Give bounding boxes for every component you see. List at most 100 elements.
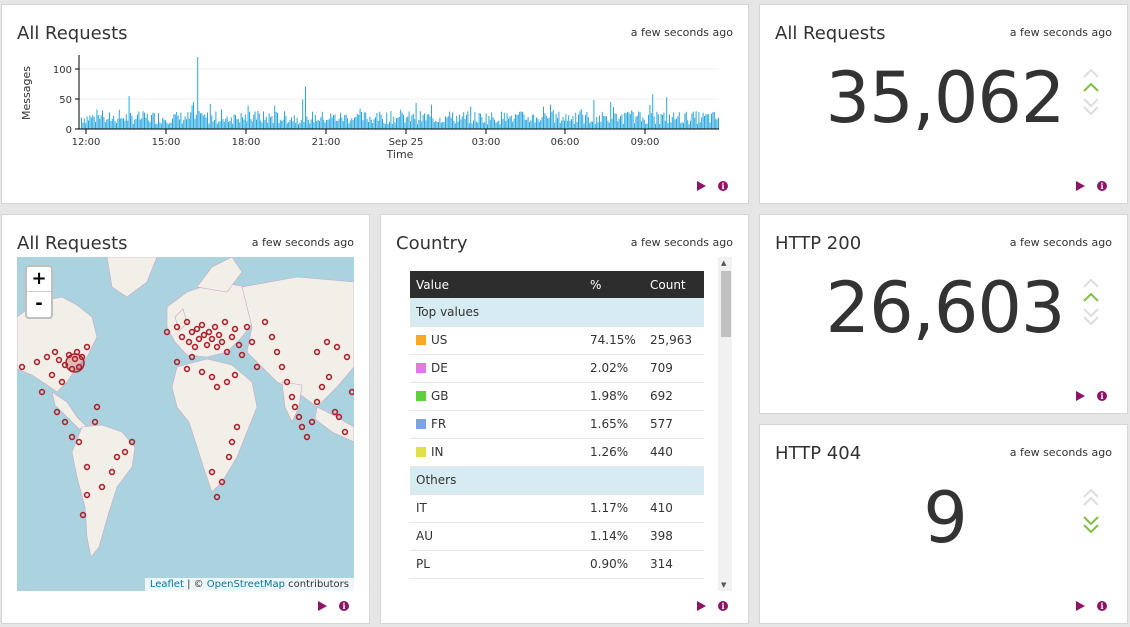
info-icon[interactable]: i: [718, 601, 728, 611]
map-marker[interactable]: [79, 511, 87, 519]
scroll-down-icon[interactable]: ▼: [721, 581, 727, 589]
map-marker[interactable]: [233, 423, 241, 431]
play-icon[interactable]: [318, 601, 327, 611]
map-marker[interactable]: [295, 413, 303, 421]
scroll-thumb[interactable]: [721, 271, 731, 337]
leaflet-link[interactable]: Leaflet: [149, 579, 184, 590]
openstreetmap-link[interactable]: OpenStreetMap: [206, 579, 285, 590]
map-marker[interactable]: [128, 438, 136, 446]
map-marker[interactable]: [188, 328, 196, 336]
map-marker[interactable]: [91, 418, 99, 426]
info-icon[interactable]: i: [1097, 181, 1107, 191]
col-count[interactable]: Count: [644, 271, 704, 298]
map-marker[interactable]: [261, 318, 269, 326]
map-marker[interactable]: [68, 433, 76, 441]
map-marker[interactable]: [283, 378, 291, 386]
map-marker[interactable]: [71, 355, 79, 363]
map-marker[interactable]: [200, 331, 208, 339]
zoom-in-button[interactable]: +: [27, 267, 51, 292]
info-icon[interactable]: i: [1097, 601, 1107, 611]
map-marker[interactable]: [313, 398, 321, 406]
map-marker[interactable]: [195, 335, 203, 343]
map-marker[interactable]: [333, 343, 341, 351]
map-marker[interactable]: [185, 338, 193, 346]
map-marker[interactable]: [215, 331, 223, 339]
map-marker[interactable]: [121, 448, 129, 456]
map-marker[interactable]: [348, 388, 354, 396]
table-row[interactable]: DE 2.02% 709: [410, 354, 704, 383]
col-value[interactable]: Value: [410, 271, 584, 298]
map-marker[interactable]: [235, 341, 243, 349]
map-marker[interactable]: [231, 371, 239, 379]
map-cluster-marker[interactable]: [65, 353, 85, 373]
map-marker[interactable]: [33, 358, 41, 366]
map-marker[interactable]: [61, 361, 69, 369]
map-marker[interactable]: [93, 403, 101, 411]
map-marker[interactable]: [208, 335, 216, 343]
map-marker[interactable]: [248, 338, 256, 346]
map-marker[interactable]: [198, 321, 206, 329]
play-icon[interactable]: [697, 181, 706, 191]
play-icon[interactable]: [1076, 601, 1085, 611]
map-marker[interactable]: [218, 478, 226, 486]
map-marker[interactable]: [288, 393, 296, 401]
map-marker[interactable]: [193, 325, 201, 333]
table-row[interactable]: IT 1.17% 410: [410, 494, 704, 523]
map-marker[interactable]: [108, 468, 116, 476]
map-marker[interactable]: [113, 453, 121, 461]
map-marker[interactable]: [341, 428, 349, 436]
map-marker[interactable]: [243, 323, 251, 331]
map-marker[interactable]: [278, 363, 286, 371]
map-marker[interactable]: [61, 418, 69, 426]
map-marker[interactable]: [335, 413, 343, 421]
map-marker[interactable]: [191, 343, 199, 351]
zoom-out-button[interactable]: -: [35, 293, 43, 314]
table-scrollbar[interactable]: ▲ ▼: [718, 257, 732, 591]
map-marker[interactable]: [268, 333, 276, 341]
info-icon[interactable]: i: [339, 601, 349, 611]
map-marker[interactable]: [203, 341, 211, 349]
map-marker[interactable]: [83, 463, 91, 471]
map-marker[interactable]: [58, 378, 66, 386]
map-marker[interactable]: [75, 438, 83, 446]
map-marker[interactable]: [308, 418, 316, 426]
map-marker[interactable]: [48, 371, 56, 379]
play-icon[interactable]: [1076, 181, 1085, 191]
request-markers[interactable]: [17, 257, 354, 591]
map-marker[interactable]: [218, 338, 226, 346]
map-marker[interactable]: [198, 368, 206, 376]
table-row[interactable]: IN 1.26% 440: [410, 438, 704, 467]
map-marker[interactable]: [213, 493, 221, 501]
map-marker[interactable]: [53, 408, 61, 416]
map-marker[interactable]: [231, 325, 239, 333]
map-marker[interactable]: [43, 353, 51, 361]
map-marker[interactable]: [78, 353, 86, 361]
map-marker[interactable]: [343, 353, 351, 361]
map-marker[interactable]: [221, 318, 229, 326]
map-marker[interactable]: [75, 363, 83, 371]
map-marker[interactable]: [173, 358, 181, 366]
table-row[interactable]: US 74.15% 25,963: [410, 326, 704, 355]
table-row[interactable]: PL 0.90% 314: [410, 550, 704, 579]
info-icon[interactable]: i: [1097, 391, 1107, 401]
map-marker[interactable]: [211, 323, 219, 331]
col-percent[interactable]: %: [584, 271, 644, 298]
play-icon[interactable]: [697, 601, 706, 611]
map-marker[interactable]: [291, 403, 299, 411]
map-marker[interactable]: [318, 383, 326, 391]
play-icon[interactable]: [1076, 391, 1085, 401]
map-marker[interactable]: [178, 333, 186, 341]
map-marker[interactable]: [223, 378, 231, 386]
scroll-up-icon[interactable]: ▲: [721, 259, 727, 267]
map-marker[interactable]: [253, 363, 261, 371]
map-marker[interactable]: [273, 348, 281, 356]
map-marker[interactable]: [238, 351, 246, 359]
map-marker[interactable]: [188, 353, 196, 361]
map-marker[interactable]: [18, 363, 26, 371]
map-marker[interactable]: [83, 491, 91, 499]
map-marker[interactable]: [298, 423, 306, 431]
map-marker[interactable]: [51, 348, 59, 356]
map-marker[interactable]: [163, 328, 171, 336]
map-marker[interactable]: [331, 408, 339, 416]
map-marker[interactable]: [173, 323, 181, 331]
